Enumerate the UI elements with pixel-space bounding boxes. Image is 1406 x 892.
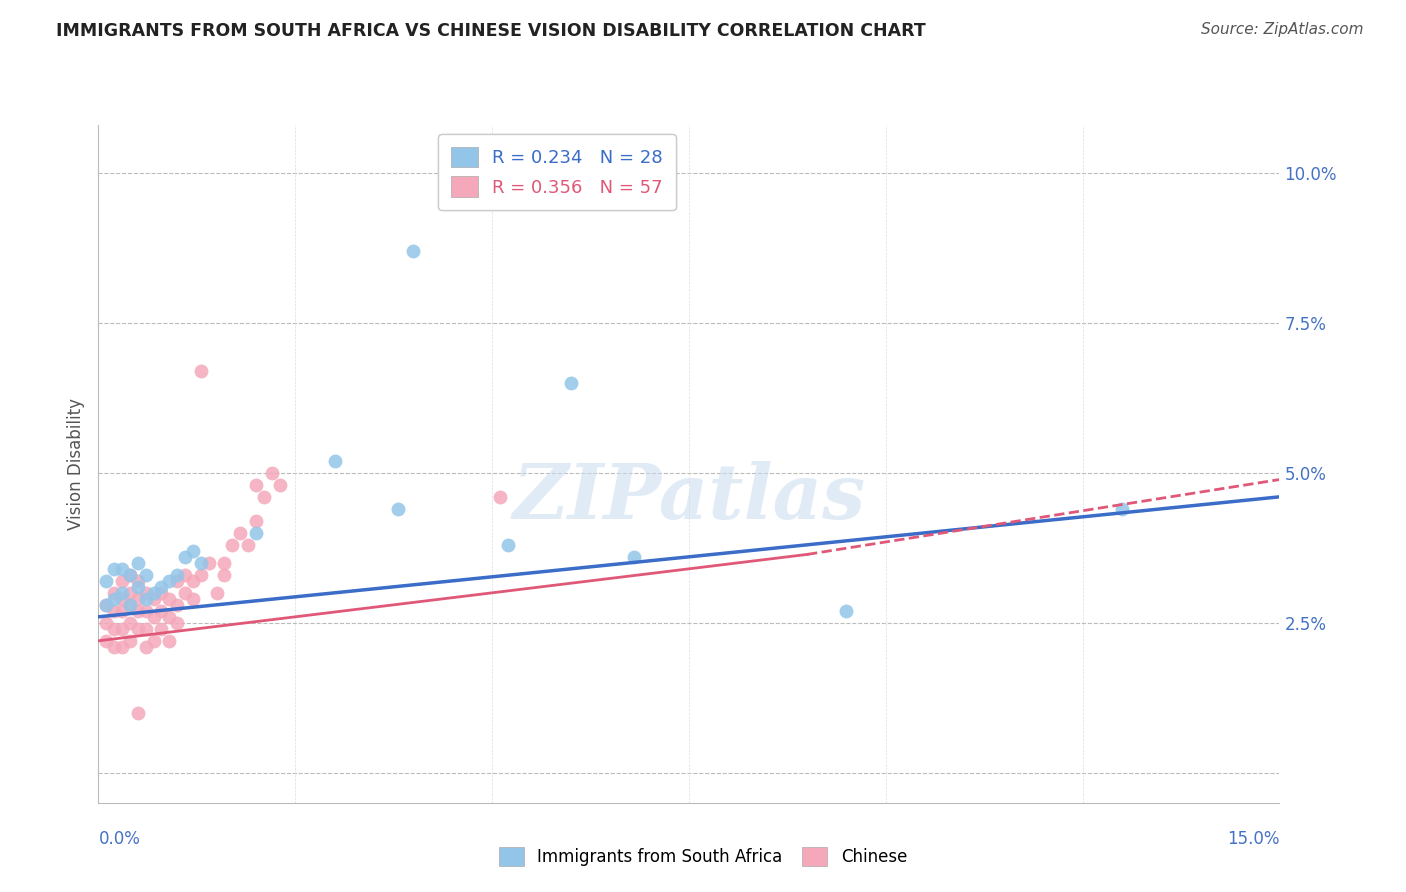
Point [96,615,118,630]
Point [157,574,180,588]
Point [142,591,165,606]
Point [118,567,141,582]
Point [214,567,236,582]
Point [190,556,212,570]
Point [135,640,157,654]
Point [118,598,141,612]
Point [166,615,188,630]
Point [142,610,165,624]
Point [127,622,149,636]
Point [127,706,149,720]
Point [150,622,173,636]
Point [96,598,118,612]
Point [103,640,125,654]
Point [111,640,134,654]
Point [111,562,134,576]
Point [103,591,125,606]
Point [835,604,858,618]
Point [103,586,125,600]
Legend: R = 0.234   N = 28, R = 0.356   N = 57: R = 0.234 N = 28, R = 0.356 N = 57 [439,134,675,210]
Point [623,549,645,564]
Point [150,580,173,594]
Point [96,598,118,612]
Point [127,574,149,588]
Legend: Immigrants from South Africa, Chinese: Immigrants from South Africa, Chinese [491,838,915,875]
Point [135,586,157,600]
Point [214,556,236,570]
Point [197,556,219,570]
Point [1111,501,1133,516]
Point [150,604,173,618]
Point [245,525,267,540]
Text: IMMIGRANTS FROM SOUTH AFRICA VS CHINESE VISION DISABILITY CORRELATION CHART: IMMIGRANTS FROM SOUTH AFRICA VS CHINESE … [56,22,927,40]
Point [323,454,346,468]
Point [127,556,149,570]
Point [135,591,157,606]
Point [181,591,204,606]
Point [111,586,134,600]
Point [174,549,197,564]
Point [118,598,141,612]
Point [269,478,291,492]
Point [157,633,180,648]
Point [111,622,134,636]
Point [190,364,212,378]
Point [496,538,519,552]
Point [174,567,197,582]
Point [118,567,141,582]
Point [402,244,425,258]
Point [181,544,204,558]
Point [166,574,188,588]
Point [127,580,149,594]
Point [142,586,165,600]
Point [103,562,125,576]
Point [142,633,165,648]
Text: ZIPatlas: ZIPatlas [512,461,866,534]
Y-axis label: Vision Disability: Vision Disability [67,398,86,530]
Point [181,574,204,588]
Point [118,586,141,600]
Point [489,490,512,504]
Point [111,591,134,606]
Point [190,567,212,582]
Point [118,633,141,648]
Point [103,622,125,636]
Point [221,538,243,552]
Point [245,478,267,492]
Point [150,586,173,600]
Point [260,466,283,480]
Point [118,615,141,630]
Point [253,490,276,504]
Point [135,604,157,618]
Point [166,567,188,582]
Text: 0.0%: 0.0% [98,830,141,847]
Point [103,604,125,618]
Point [236,538,259,552]
Point [111,574,134,588]
Point [245,514,267,528]
Point [96,633,118,648]
Point [127,604,149,618]
Point [157,610,180,624]
Text: 15.0%: 15.0% [1227,830,1279,847]
Point [205,586,228,600]
Text: Source: ZipAtlas.com: Source: ZipAtlas.com [1201,22,1364,37]
Point [387,501,409,516]
Point [560,376,582,390]
Point [174,586,197,600]
Point [135,622,157,636]
Point [96,574,118,588]
Point [166,598,188,612]
Point [127,591,149,606]
Point [135,567,157,582]
Point [157,591,180,606]
Point [111,604,134,618]
Point [229,525,252,540]
